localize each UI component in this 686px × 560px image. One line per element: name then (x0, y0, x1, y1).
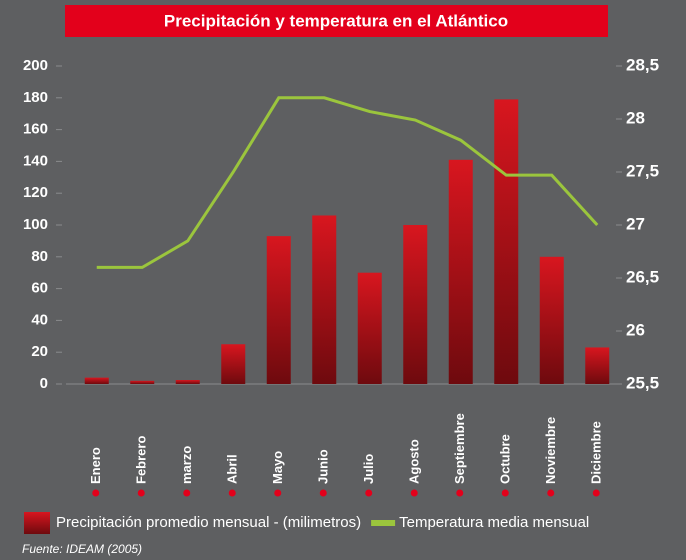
x-tick-label: Febrero (134, 436, 149, 484)
chart-title: Precipitación y temperatura en el Atlánt… (164, 11, 508, 30)
y2-tick-label: 27,5 (626, 161, 659, 180)
y2-tick-label: 26,5 (626, 267, 659, 286)
y-tick-label: 140 (23, 152, 48, 169)
x-tick-label: Septiembre (452, 413, 467, 484)
x-tick-label: Diciembre (589, 421, 604, 484)
bar (403, 225, 428, 384)
legend-swatch (371, 520, 396, 526)
category-bullet (274, 489, 282, 497)
category-bullet (592, 489, 600, 497)
category-bullet (365, 489, 373, 497)
bar (357, 272, 382, 384)
category-bullet (547, 489, 555, 497)
legend-swatch (24, 512, 50, 534)
x-tick-label: Mayo (270, 451, 285, 484)
y-tick-label: 20 (31, 343, 48, 360)
x-tick-label: Abril (225, 454, 240, 484)
category-bullet (456, 489, 464, 497)
y-tick-label: 200 (23, 57, 48, 74)
category-bullet (319, 489, 327, 497)
source: Fuente: IDEAM (2005) (22, 542, 142, 556)
category-bullet (183, 489, 191, 497)
temperature-line (96, 96, 599, 269)
y-tick-label: 40 (31, 311, 48, 328)
y2-tick-label: 28,5 (626, 55, 659, 74)
bar (312, 215, 337, 384)
category-bullet (137, 489, 145, 497)
bar (539, 256, 564, 384)
bar (494, 99, 519, 384)
x-tick-label: marzo (179, 446, 194, 484)
x-tick-label: Enero (88, 447, 103, 484)
y2-tick-label: 27 (626, 214, 645, 233)
bar (221, 344, 246, 384)
x-tick-label: Junio (316, 449, 331, 484)
category-bullet (501, 489, 509, 497)
bar (175, 380, 200, 384)
title-banner (65, 5, 608, 37)
y-tick-label: 0 (40, 375, 48, 392)
y-tick-label: 180 (23, 89, 48, 106)
bar (266, 236, 291, 384)
y-tick-label: 60 (31, 280, 48, 297)
y2-tick-label: 28 (626, 108, 645, 127)
category-bullet (92, 489, 100, 497)
x-tick-label: Julio (361, 454, 376, 484)
y2-tick-label: 25,5 (626, 373, 659, 392)
category-bullet (228, 489, 236, 497)
bar (84, 377, 109, 384)
bar (448, 159, 473, 384)
y-tick-label: 100 (23, 216, 48, 233)
y-tick-label: 80 (31, 248, 48, 265)
y-tick-label: 160 (23, 121, 48, 138)
y-tick-label: 120 (23, 184, 48, 201)
x-tick-label: Noviembre (543, 417, 558, 484)
bar (585, 347, 610, 384)
y2-tick-label: 26 (626, 320, 645, 339)
bar (130, 380, 155, 384)
legend-label: Precipitación promedio mensual - (milime… (56, 514, 361, 531)
category-bullet (410, 489, 418, 497)
legend-label: Temperatura media mensual (399, 514, 589, 531)
x-tick-label: Agosto (407, 439, 422, 484)
x-tick-label: Octubre (498, 434, 513, 484)
